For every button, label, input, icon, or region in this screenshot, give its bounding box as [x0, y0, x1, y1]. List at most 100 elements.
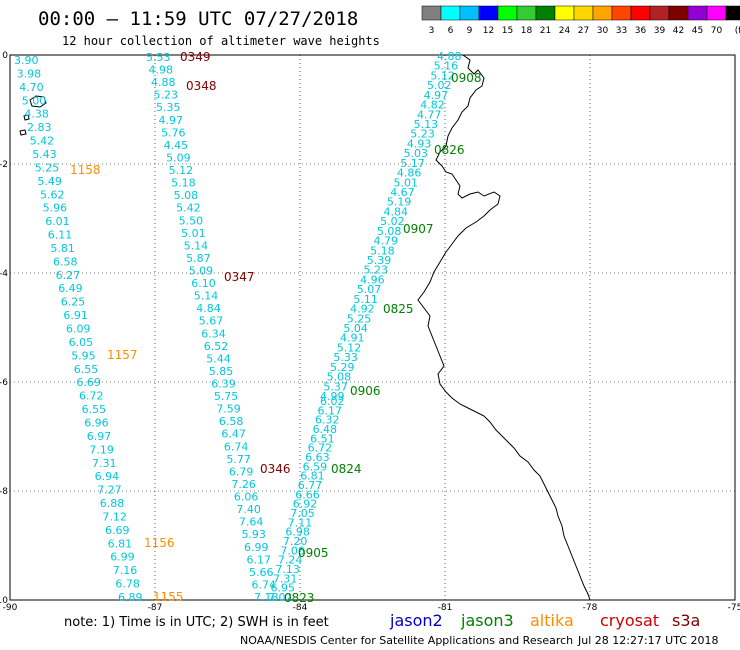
- scale-swatch: [440, 5, 461, 21]
- wave-height-label: 3.90: [14, 54, 39, 67]
- scale-label: 24: [559, 26, 571, 36]
- scale-label: 9: [467, 26, 473, 36]
- wave-height-label: 5.17: [400, 157, 425, 170]
- wave-height-label: 5.18: [171, 177, 196, 190]
- galapagos-islet-2: [23, 114, 30, 121]
- wave-height-label: 5.50: [179, 214, 204, 227]
- wave-height-label: 7.19: [89, 443, 114, 456]
- wave-height-label: 6.63: [305, 451, 330, 464]
- lon-tick-label: -84: [293, 603, 308, 613]
- wave-height-label: 7.02: [268, 591, 293, 604]
- mission-legend: jason2 jason3 altika cryosat s3a: [389, 611, 700, 630]
- wave-height-label: 7.26: [231, 478, 256, 491]
- scale-label: 3: [429, 26, 435, 36]
- galapagos-island: [29, 95, 47, 108]
- wave-height-label: 5.14: [194, 290, 219, 303]
- galapagos-islet: [19, 129, 27, 136]
- wave-height-label: 5.43: [32, 148, 57, 161]
- wave-height-label: 6.58: [53, 255, 78, 268]
- scale-swatch: [649, 5, 670, 21]
- wave-height-label: 4.88: [437, 50, 462, 63]
- wave-height-label: 6.95: [270, 582, 295, 595]
- lat-tick-label: -10: [0, 596, 8, 606]
- wave-height-label: 6.91: [63, 309, 88, 322]
- wave-height-label: 5.85: [209, 365, 234, 378]
- wave-height-label: 6.52: [204, 340, 229, 353]
- wave-height-label: 6.39: [211, 378, 236, 391]
- wave-height-label: 5.62: [40, 188, 65, 201]
- lat-tick-label: -6: [0, 378, 8, 388]
- wave-height-label: 6.55: [74, 363, 99, 376]
- wave-height-label: 5.37: [323, 380, 348, 393]
- scale-label: 70: [711, 26, 723, 36]
- page-subtitle: 12 hour collection of altimeter wave hei…: [62, 34, 380, 48]
- pass-time-label: 0907: [403, 222, 434, 236]
- wave-height-label: 6.66: [295, 488, 320, 501]
- credit-line: NOAA/NESDIS Center for Satellite Applica…: [240, 634, 573, 647]
- scale-swatch: [573, 5, 594, 21]
- pass-time-label: 0908: [451, 71, 482, 85]
- wave-height-label: 5.75: [214, 390, 239, 403]
- wave-height-label: 6.11: [48, 229, 73, 242]
- wave-height-label: 5.12: [169, 164, 194, 177]
- wave-height-label: 4.79: [373, 235, 398, 248]
- lon-tick-label: -87: [148, 603, 163, 613]
- wave-height-label: 7.27: [97, 484, 122, 497]
- lat-tick-label: -4: [0, 269, 8, 279]
- wave-height-label: 6.55: [82, 403, 107, 416]
- scale-swatch: [421, 5, 442, 21]
- wave-height-label: 6.06: [234, 491, 259, 504]
- wave-height-label: 6.27: [56, 269, 81, 282]
- wave-height-label: 7.24: [278, 554, 303, 567]
- mission-jason3-label: jason3: [460, 611, 514, 630]
- wave-height-label: 6.69: [105, 524, 130, 537]
- wave-height-label: 6.10: [191, 277, 216, 290]
- generated-timestamp: Jul 28 12:27:17 UTC 2018: [577, 634, 718, 647]
- wave-height-label: 4.92: [350, 303, 375, 316]
- wave-height-label: 4.96: [360, 273, 385, 286]
- wave-height-label: 4.38: [24, 108, 49, 121]
- lat-tick-label: -2: [0, 160, 8, 170]
- wave-height-label: 5.53: [146, 51, 171, 64]
- wave-height-label: 4.97: [159, 114, 184, 127]
- scale-swatch: [725, 5, 740, 21]
- wave-height-label: 5.08: [377, 225, 402, 238]
- wave-height-label: 6.72: [308, 442, 333, 455]
- wave-height-label: 7.05: [290, 507, 315, 520]
- wave-height-label: 5.11: [353, 293, 378, 306]
- wave-height-label: 5.02: [427, 79, 452, 92]
- wave-height-label: 7.12: [102, 510, 127, 523]
- lon-tick-label: -75: [728, 603, 740, 613]
- wave-height-label: 4.70: [19, 81, 44, 94]
- scale-swatch: [706, 5, 727, 21]
- scale-swatch: [668, 5, 689, 21]
- wave-height-label: 6.09: [66, 323, 91, 336]
- scale-label: 6: [448, 26, 454, 36]
- scale-swatch: [516, 5, 537, 21]
- pass-time-label: 0349: [180, 50, 211, 64]
- wave-height-label: 6.51: [310, 432, 335, 445]
- map-grid: [10, 55, 735, 600]
- wave-height-label: 6.74: [251, 578, 276, 591]
- axis-ticks: -90 -87 -84 -81 -78 -75 0 -2 -4 -6 -8 -10: [0, 51, 740, 613]
- pass-time-label: 1156: [144, 536, 175, 550]
- wave-height-label: 5.12: [337, 341, 362, 354]
- scale-swatch: [592, 5, 613, 21]
- wave-height-label: 4.84: [384, 205, 409, 218]
- wave-height-label: 5.16: [434, 60, 459, 73]
- wave-height-label: 7.06: [280, 544, 305, 557]
- wave-height-label: 6.94: [95, 470, 120, 483]
- scale-label: 33: [616, 26, 627, 36]
- wave-height-label: 5.09: [166, 151, 191, 164]
- lat-tick-label: -8: [0, 487, 8, 497]
- wave-height-label: 7.13: [275, 563, 300, 576]
- scale-swatch: [611, 5, 632, 21]
- wave-height-label: 5.23: [410, 128, 435, 141]
- wave-height-label: 5.77: [226, 453, 251, 466]
- wave-height-label: 5.95: [71, 349, 96, 362]
- wave-height-label: 4.99: [320, 390, 345, 403]
- wave-height-label: 5.87: [186, 252, 211, 265]
- wave-height-label: 5.23: [154, 89, 179, 102]
- mission-altika-label: altika: [530, 611, 574, 630]
- wave-height-label: 5.76: [161, 126, 186, 139]
